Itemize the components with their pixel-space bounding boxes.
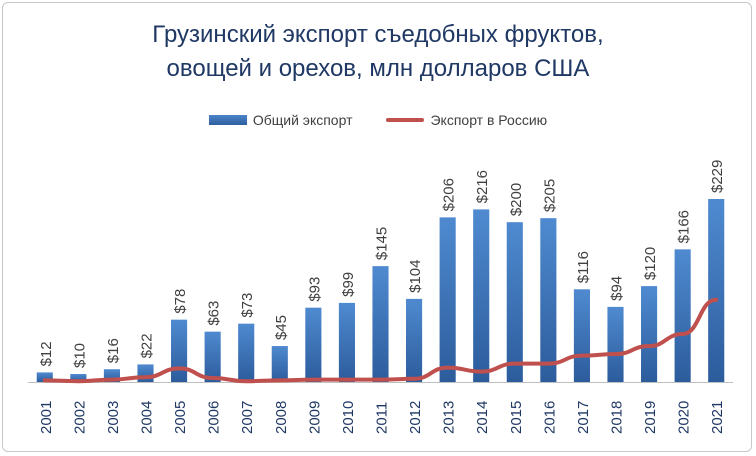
x-tick-label-2011: 2011	[374, 402, 391, 434]
bar-2011	[372, 266, 389, 382]
data-label-2005: $78	[172, 289, 189, 314]
data-label-2016: $205	[541, 179, 558, 212]
bar-2002	[70, 374, 87, 382]
bar-2019	[641, 286, 658, 382]
data-label-2014: $216	[474, 170, 491, 203]
data-label-2002: $10	[71, 343, 88, 368]
bar-2018	[607, 306, 624, 382]
chart-legend: Общий экспорт Экспорт в Россию	[0, 112, 756, 128]
chart-title-line-1: Грузинский экспорт съедобных фруктов,	[152, 21, 604, 48]
x-tick-label-2009: 2009	[306, 401, 323, 434]
bar-2010	[338, 302, 355, 382]
data-label-2020: $166	[676, 210, 693, 243]
bar-2005	[171, 319, 188, 382]
bar-2008	[271, 346, 288, 382]
bar-2004	[137, 364, 154, 382]
x-tick-label-2016: 2016	[541, 401, 558, 434]
x-tick-label-2015: 2015	[508, 401, 525, 434]
x-tick-label-2021: 2021	[709, 401, 726, 434]
x-tick-label-2014: 2014	[474, 401, 491, 434]
bar-2014	[473, 209, 490, 382]
data-label-2017: $116	[575, 251, 592, 283]
x-tick-label-2001: 2001	[38, 401, 55, 434]
legend-swatch-line	[386, 118, 425, 122]
data-label-2010: $99	[340, 272, 357, 297]
legend-label-total: Общий экспорт	[252, 112, 353, 128]
x-tick-label-2005: 2005	[172, 401, 189, 434]
bar-2015	[506, 222, 523, 382]
bar-2017	[573, 289, 590, 382]
x-tick-label-2010: 2010	[340, 401, 357, 434]
data-label-2008: $45	[273, 315, 290, 340]
x-tick-label-2003: 2003	[105, 401, 122, 434]
data-label-2011: $145	[374, 227, 391, 260]
legend-item-russia: Экспорт в Россию	[386, 112, 547, 128]
x-tick-label-2018: 2018	[609, 401, 626, 434]
data-label-2009: $93	[306, 277, 323, 302]
x-tick-label-2017: 2017	[575, 401, 592, 434]
data-label-2006: $63	[206, 301, 223, 326]
x-tick-label-2002: 2002	[71, 401, 88, 434]
data-label-2018: $94	[609, 276, 626, 301]
bar-2012	[406, 298, 423, 382]
bar-2016	[540, 218, 557, 382]
data-label-2004: $22	[139, 333, 156, 358]
bar-2009	[305, 307, 322, 382]
bar-2013	[439, 217, 456, 382]
x-tick-label-2013: 2013	[441, 401, 458, 434]
bar-2006	[204, 331, 221, 382]
data-label-2013: $206	[441, 178, 458, 211]
data-label-2007: $73	[239, 293, 256, 318]
x-tick-label-2019: 2019	[642, 401, 659, 434]
x-tick-label-2020: 2020	[676, 401, 693, 434]
chart-title-line-2: овощей и орехов, млн долларов США	[166, 55, 590, 82]
x-tick-label-2004: 2004	[139, 401, 156, 434]
x-tick-label-2012: 2012	[407, 401, 424, 434]
x-tick-label-2008: 2008	[273, 401, 290, 434]
bar-2001	[36, 372, 53, 382]
x-tick-label-2006: 2006	[206, 401, 223, 434]
chart-title: Грузинский экспорт съедобных фруктов, ов…	[0, 18, 756, 86]
x-tick-label-2007: 2007	[239, 401, 256, 434]
legend-item-total: Общий экспорт	[208, 112, 353, 128]
legend-label-russia: Экспорт в Россию	[430, 112, 548, 128]
data-label-2019: $120	[642, 247, 659, 280]
bar-2007	[238, 323, 255, 382]
bar-2020	[674, 249, 691, 382]
data-label-2001: $12	[38, 341, 55, 366]
bar-2021	[708, 199, 725, 382]
data-label-2012: $104	[407, 260, 424, 293]
data-label-2003: $16	[105, 338, 122, 363]
data-label-2015: $200	[508, 183, 525, 216]
data-label-2021: $229	[709, 160, 726, 193]
legend-swatch-bar	[208, 115, 247, 125]
